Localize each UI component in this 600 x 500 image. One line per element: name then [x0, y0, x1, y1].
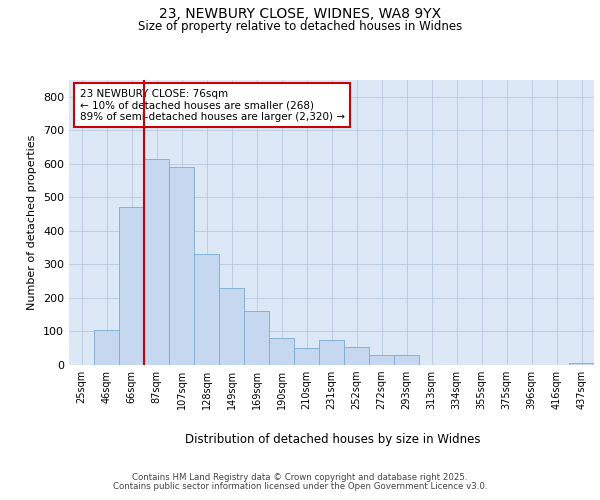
Bar	[94, 330, 119, 365]
Text: Contains HM Land Registry data © Crown copyright and database right 2025.: Contains HM Land Registry data © Crown c…	[132, 472, 468, 482]
Bar	[294, 348, 319, 365]
Text: Contains public sector information licensed under the Open Government Licence v3: Contains public sector information licen…	[113, 482, 487, 491]
Bar	[569, 364, 594, 365]
Bar	[219, 288, 244, 365]
Text: 23, NEWBURY CLOSE, WIDNES, WA8 9YX: 23, NEWBURY CLOSE, WIDNES, WA8 9YX	[159, 8, 441, 22]
Y-axis label: Number of detached properties: Number of detached properties	[28, 135, 37, 310]
Bar	[269, 338, 294, 365]
Bar	[119, 208, 144, 365]
Bar	[394, 355, 419, 365]
Bar	[244, 312, 269, 365]
Bar	[369, 355, 394, 365]
Bar	[319, 340, 344, 365]
Bar	[144, 159, 169, 365]
Bar	[194, 254, 219, 365]
Text: Size of property relative to detached houses in Widnes: Size of property relative to detached ho…	[138, 20, 462, 33]
Text: 23 NEWBURY CLOSE: 76sqm
← 10% of detached houses are smaller (268)
89% of semi-d: 23 NEWBURY CLOSE: 76sqm ← 10% of detache…	[79, 88, 344, 122]
Bar	[344, 346, 369, 365]
Text: Distribution of detached houses by size in Widnes: Distribution of detached houses by size …	[185, 432, 481, 446]
Bar	[169, 167, 194, 365]
